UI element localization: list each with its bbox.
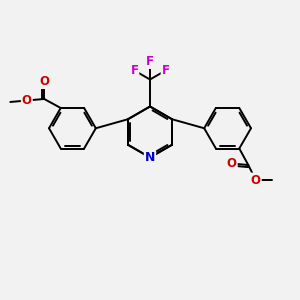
Text: O: O bbox=[22, 94, 32, 107]
Text: F: F bbox=[162, 64, 170, 77]
Text: O: O bbox=[227, 157, 237, 170]
Text: N: N bbox=[145, 151, 155, 164]
Text: O: O bbox=[251, 173, 261, 187]
Text: F: F bbox=[130, 64, 138, 77]
Text: O: O bbox=[39, 75, 49, 88]
Text: F: F bbox=[146, 55, 154, 68]
